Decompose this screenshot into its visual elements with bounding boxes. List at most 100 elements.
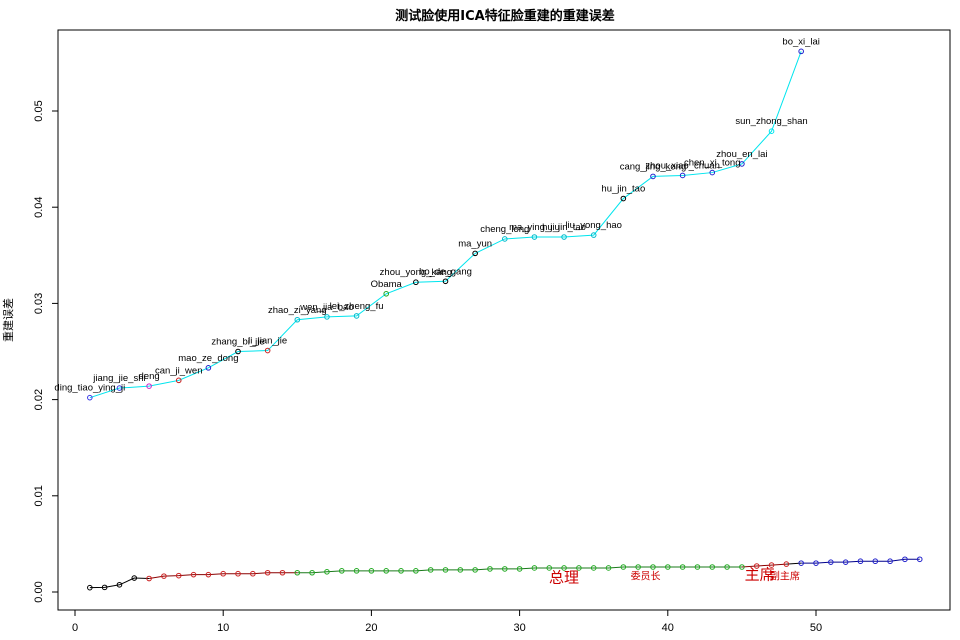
series-lower-line [297, 566, 742, 574]
series-lower-point [650, 564, 656, 570]
y-tick-label: 0.05 [33, 100, 45, 121]
series-lower-point [131, 575, 138, 581]
point-label: bo_de_gang [419, 266, 472, 277]
series-lower-point [531, 565, 538, 571]
series-lower-point [620, 564, 627, 570]
x-tick-label: 20 [365, 622, 377, 634]
point-label: hu_jin_tao [542, 222, 586, 233]
point-label: cheng_long [480, 224, 529, 235]
point-label: wen_jia_bao [299, 302, 353, 313]
series-lower-point [398, 568, 404, 574]
annotation-label: 主席 [745, 566, 775, 584]
series-lower-point [250, 570, 256, 577]
point-label: liu_yong_hao [565, 220, 622, 231]
series-upper-point [679, 172, 686, 179]
x-tick-label: 40 [662, 622, 674, 634]
series-lower-point [679, 564, 686, 570]
series-lower-point [190, 571, 197, 578]
series-lower-point [338, 568, 345, 574]
series-upper-point [501, 236, 508, 242]
point-label: ding_tiao_ying_ji [54, 383, 125, 394]
series-lower-point [101, 584, 108, 591]
series-lower-point [709, 564, 716, 570]
series-upper-point [205, 365, 212, 371]
series-upper-point [146, 383, 152, 389]
series-lower-point [753, 563, 760, 569]
annotation-label: 总理 [549, 569, 579, 587]
series-lower-point [294, 569, 301, 576]
y-tick-label: 0.02 [33, 389, 45, 410]
annotation-label: 副主席 [770, 570, 800, 583]
series-upper-point [294, 316, 301, 323]
series-lower-point [368, 568, 375, 574]
point-label: zhang_bi_jie [211, 337, 264, 348]
series-upper-point [264, 347, 271, 354]
series-lower-point [175, 572, 182, 579]
series-lower-point [413, 568, 419, 574]
x-tick-label: 10 [217, 622, 229, 634]
point-label: zhou_xiao_chuan [645, 160, 719, 171]
series-lower-point [146, 575, 152, 582]
series-lower-line [801, 558, 920, 564]
point-label: ma_ying_jiu [509, 222, 560, 233]
series-upper-point [798, 48, 804, 55]
y-tick-label: 0.03 [33, 293, 45, 314]
series-lower-point [872, 558, 879, 565]
point-label: sun_zhong_shan [735, 116, 807, 127]
series-lower-point [309, 569, 315, 576]
point-label: zhou_en_lai [716, 149, 767, 160]
series-lower-point [205, 571, 212, 578]
series-lower-point [442, 567, 449, 573]
point-label: cang_jing_kong [620, 161, 687, 172]
series-upper-point [413, 279, 419, 286]
series-lower-point [590, 565, 597, 571]
series-upper-point [709, 169, 716, 176]
series-lower-point [665, 564, 671, 570]
series-upper-point [116, 385, 123, 391]
series-lower-line [741, 563, 787, 568]
y-tick-label: 0.01 [33, 485, 45, 506]
point-label: Obama [371, 279, 403, 290]
series-lower-point [324, 568, 330, 575]
series-lower-point [353, 568, 360, 574]
series-lower-point [220, 570, 226, 577]
series-lower-point [576, 565, 582, 571]
series-upper-point [235, 348, 241, 355]
y-tick-label: 0.00 [33, 581, 45, 602]
series-lower-point [427, 567, 434, 573]
series-upper-point [620, 195, 627, 202]
point-label: bo_xi_lai [782, 36, 820, 47]
series-lower-point [472, 567, 478, 573]
point-label: zhou_yong_kang [380, 267, 452, 278]
series-upper-point [590, 232, 597, 238]
series-lower-point [279, 569, 286, 576]
series-lower-point [842, 559, 849, 565]
point-label: hu_jin_tao [601, 184, 645, 195]
series-upper-point [768, 128, 775, 135]
series-lower-point [694, 564, 701, 570]
y-axis-label: 重建误差 [1, 298, 15, 342]
point-label: zhao_zi_yang [268, 305, 327, 316]
series-lower-point [828, 559, 834, 565]
series-lower-point [87, 584, 93, 591]
y-tick-label: 0.04 [33, 196, 45, 217]
series-upper-point [87, 394, 93, 401]
point-label: li_jian_jie [248, 336, 287, 347]
point-label: deng [139, 371, 160, 382]
x-tick-label: 30 [513, 622, 525, 634]
chart-title: 测试脸使用ICA特征脸重建的重建误差 [395, 8, 614, 24]
series-lower-point [783, 561, 790, 567]
series-lower-point [798, 560, 804, 566]
point-labels: ding_tiao_ying_jijiang_jie_shidengcan_ji… [54, 36, 820, 586]
point-label: chen_xi_tong [684, 158, 741, 169]
series-lower-line [149, 572, 298, 580]
series-upper-point [324, 314, 330, 320]
series-upper-point [353, 313, 360, 319]
series-lower-point [561, 565, 567, 571]
series-lower-line [89, 577, 150, 589]
series-lower-point [516, 566, 523, 572]
series-lower-point [116, 581, 123, 588]
series-lower-point [724, 564, 730, 570]
point-label: mao_ze_dong [178, 353, 238, 364]
